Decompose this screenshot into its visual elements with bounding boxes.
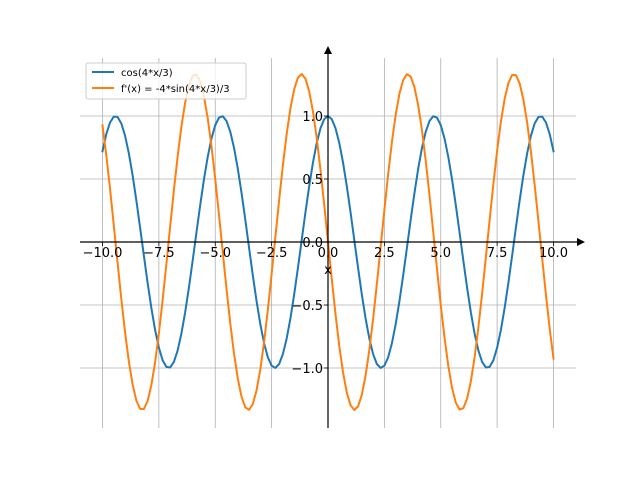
x-tick-label-7: 7.5: [487, 246, 508, 261]
x-tick-label-0: −10.0: [83, 246, 123, 261]
legend: cos(4*x/3) f'(x) = -4*sin(4*x/3)/3: [85, 62, 247, 100]
y-tick-label-0: −1.0: [291, 362, 323, 377]
x-axis-title: x: [324, 263, 332, 278]
legend-box: [85, 62, 247, 100]
y-tick-label-2: 0.0: [302, 236, 323, 251]
legend-label-0: cos(4*x/3): [121, 68, 173, 79]
x-tick-label-4: 0.0: [318, 246, 339, 261]
x-axis-arrow: [577, 238, 585, 246]
legend-label-1: f'(x) = -4*sin(4*x/3)/3: [121, 84, 230, 95]
x-tick-label-5: 2.5: [374, 246, 395, 261]
ticks: −10.0 −7.5 −5.0 −2.5 0.0 2.5 5.0 7.5 10.0 −1.0 −0.…: [83, 110, 568, 377]
axes: [80, 46, 585, 428]
x-tick-label-3: −2.5: [256, 246, 288, 261]
x-tick-label-8: 10.0: [539, 246, 568, 261]
y-tick-label-4: 1.0: [302, 110, 323, 125]
y-axis-arrow: [324, 46, 332, 54]
x-tick-label-1: −7.5: [143, 246, 175, 261]
x-tick-label-2: −5.0: [199, 246, 231, 261]
y-tick-label-1: −0.5: [291, 299, 323, 314]
x-tick-label-6: 5.0: [430, 246, 451, 261]
y-tick-label-3: 0.5: [302, 173, 323, 188]
